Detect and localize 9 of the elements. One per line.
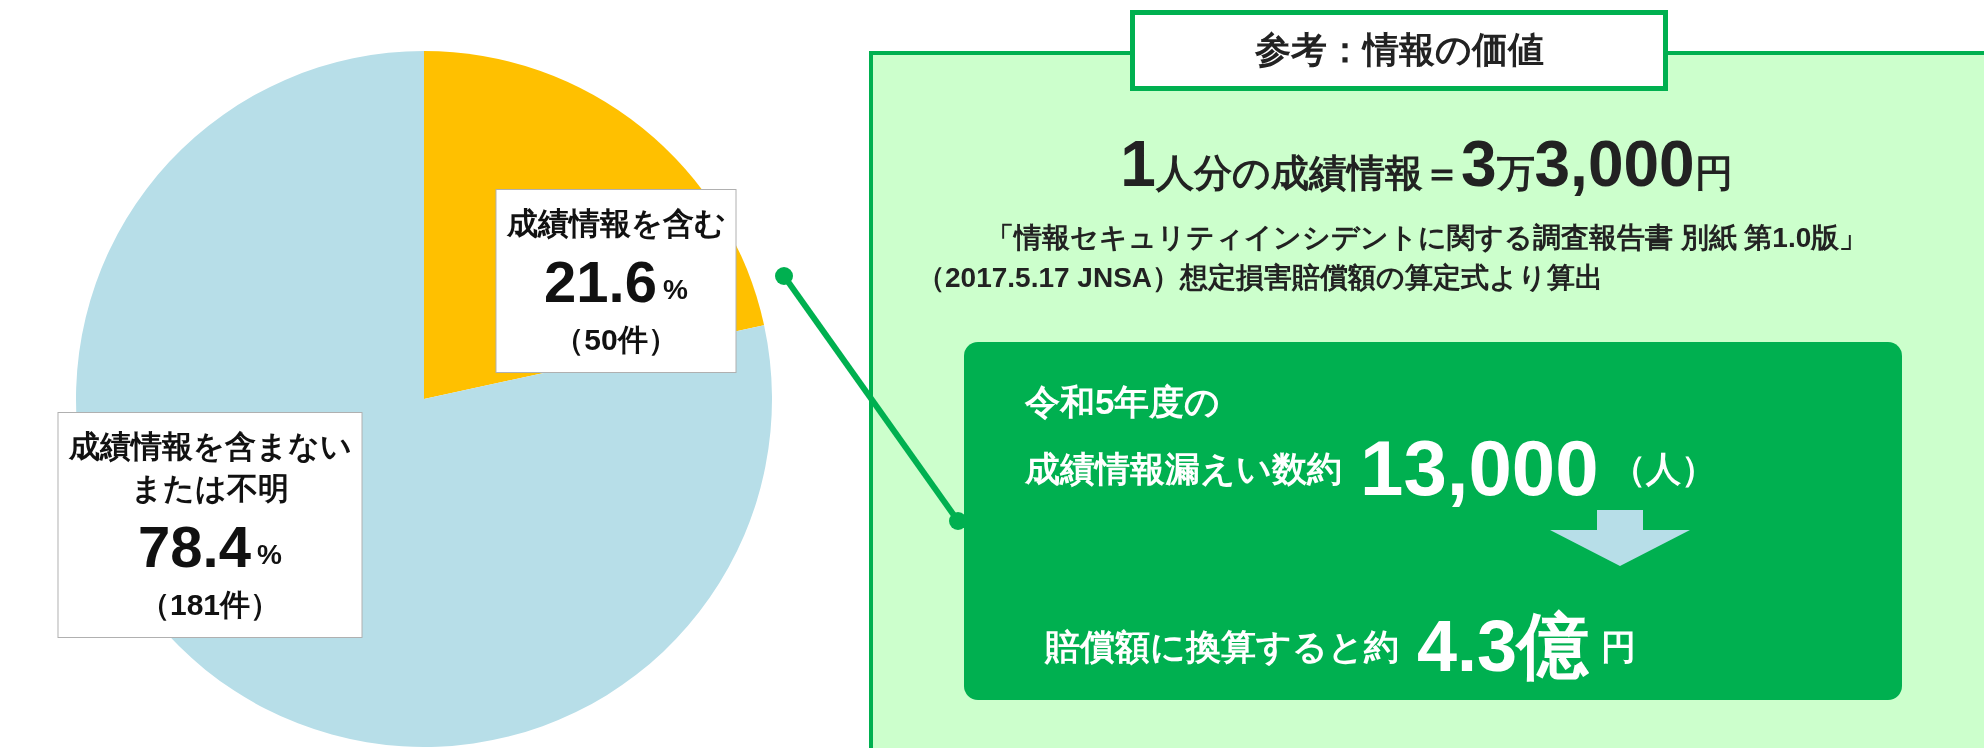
text: 1人分の成績情報＝3万3,000円 xyxy=(1119,128,1734,202)
data-label: 78.4%（181件） xyxy=(138,513,282,621)
text: 参考：情報の価値 xyxy=(1130,10,1668,91)
slice-label: 成績情報を含まないまたは不明 xyxy=(67,428,352,506)
data-label: 21.6%（50件） xyxy=(544,248,688,356)
slice-label: 成績情報を含む xyxy=(505,205,726,241)
text: 「情報セキュリティインシデントに関する調査報告書 別紙 第1.0版」 xyxy=(984,221,1869,255)
text: 令和5年度の xyxy=(1025,382,1221,421)
text: （2017.5.17 JNSA）想定損害賠償額の算定式より算出 xyxy=(917,261,1604,295)
